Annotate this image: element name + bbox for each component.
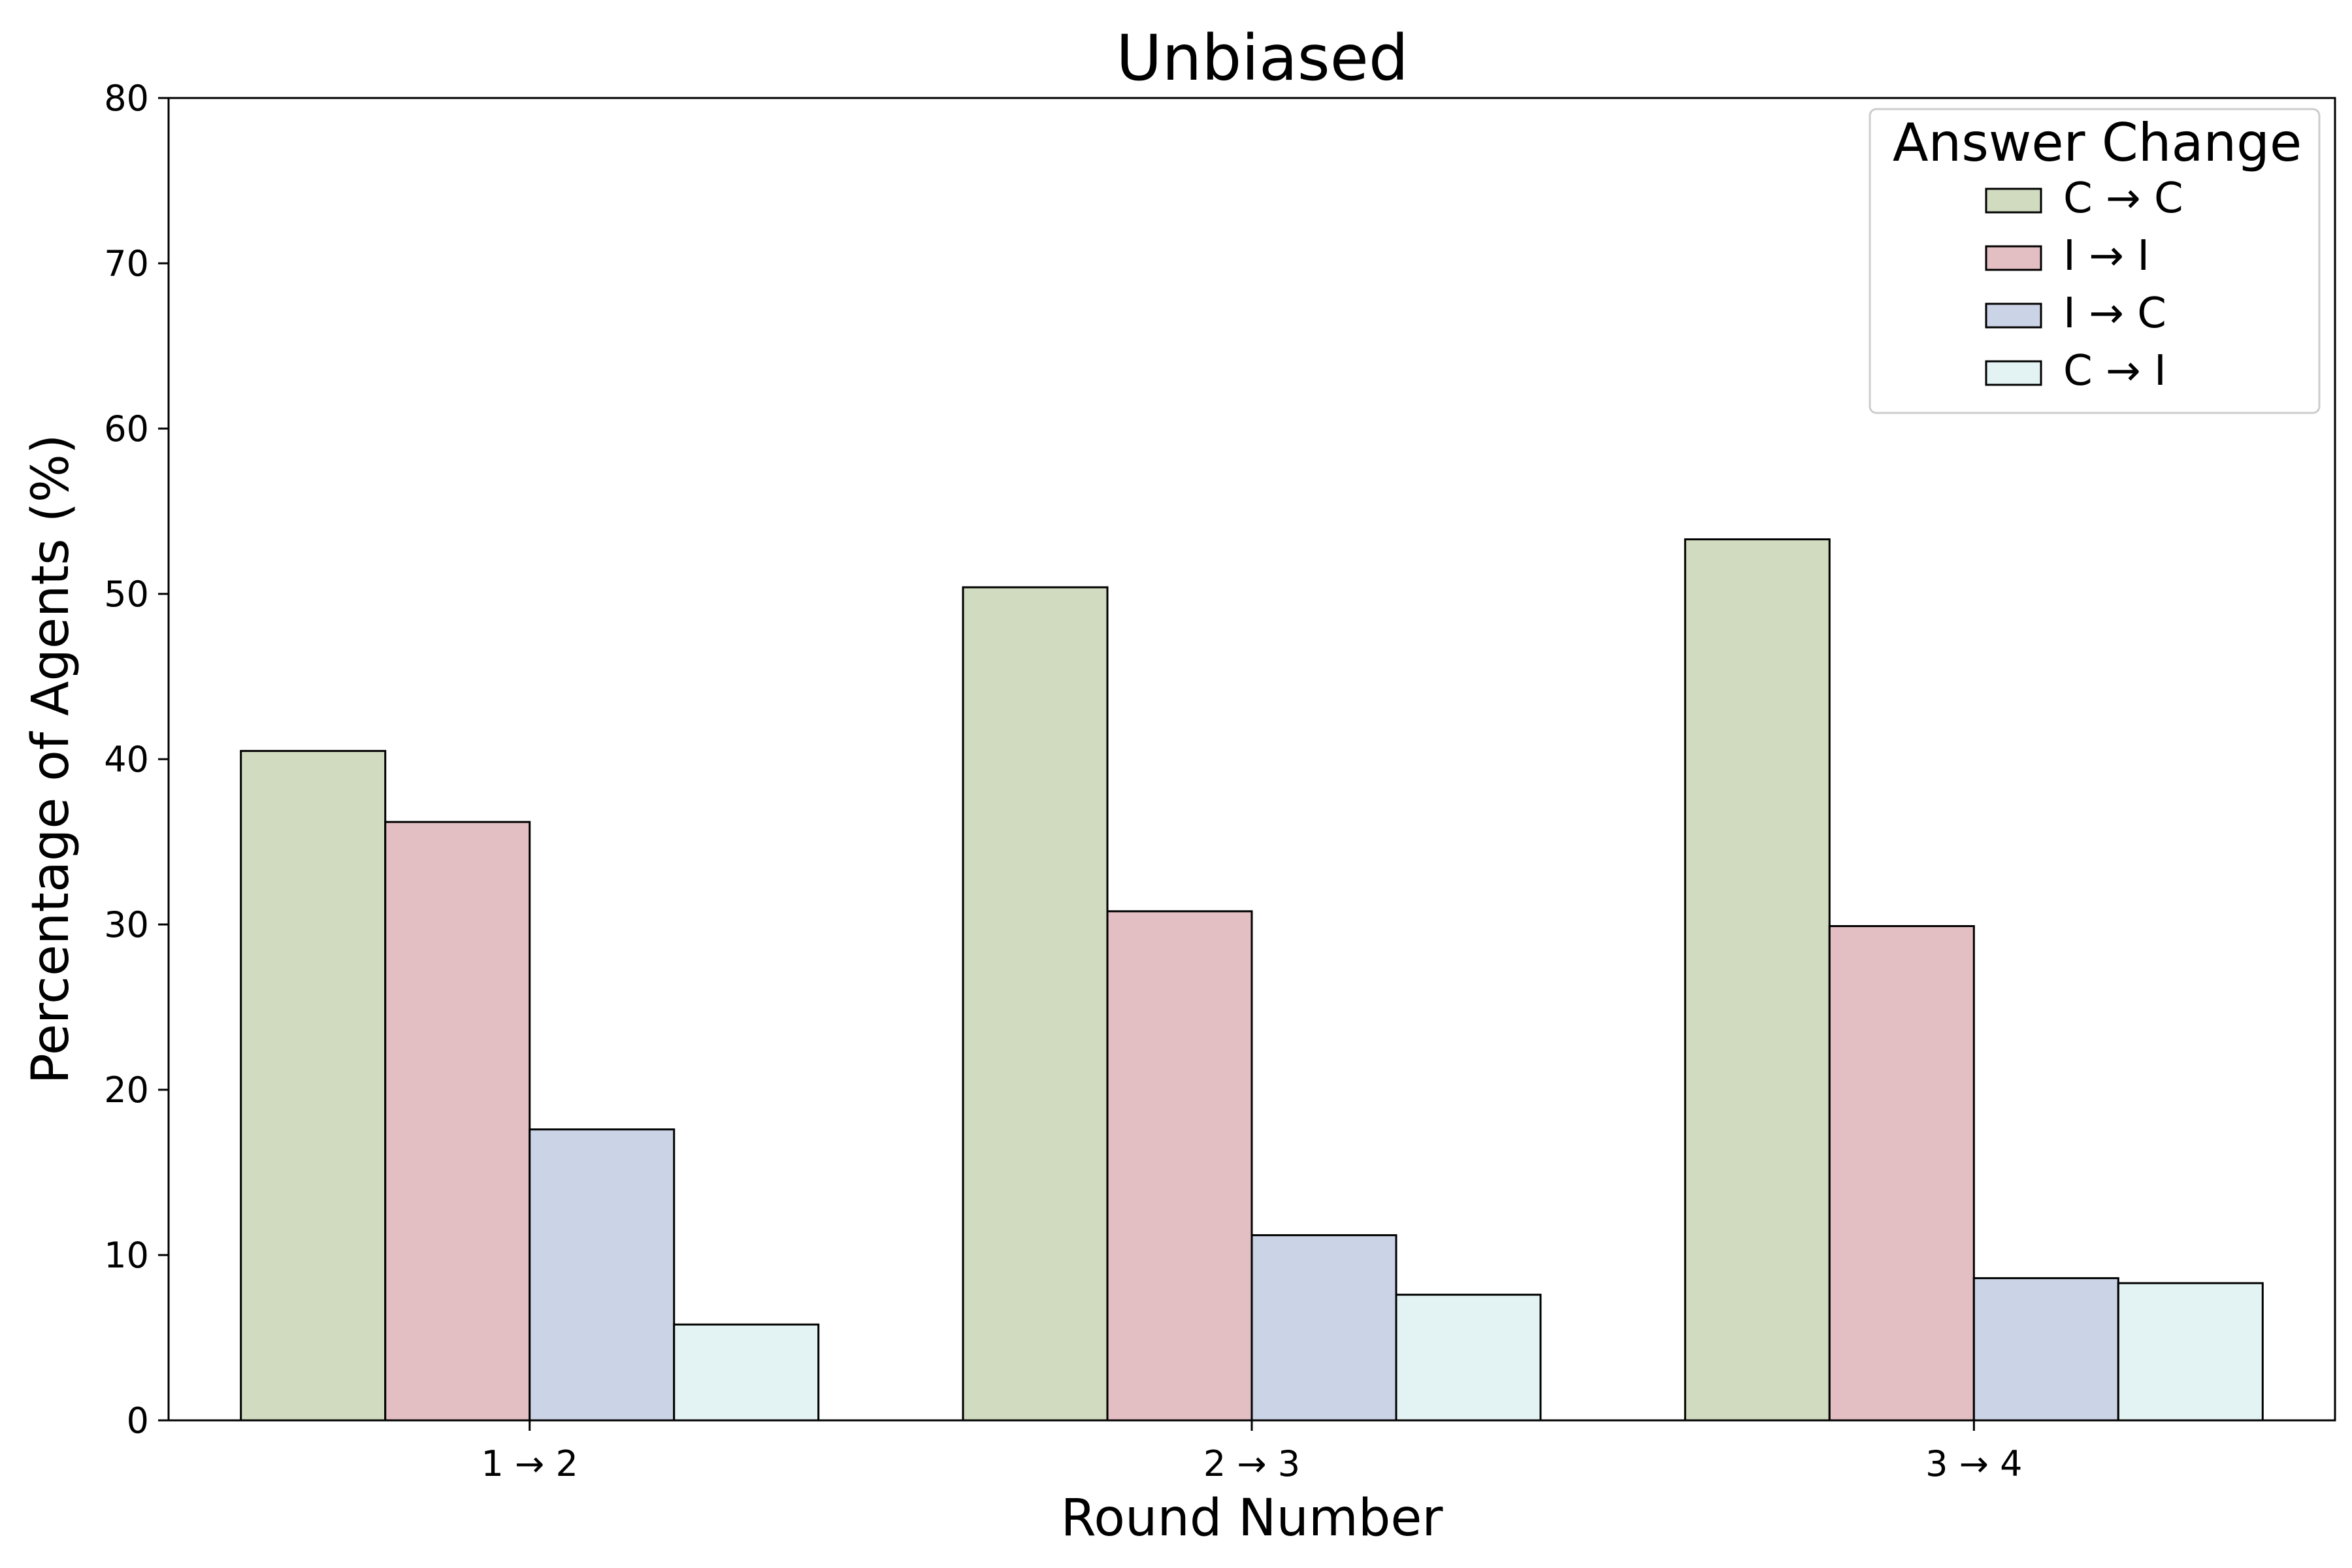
bar-2-2 [1106, 910, 1253, 1422]
x-axis: 1 → 2 2 → 3 3 → 4 [482, 1420, 2022, 1484]
y-tick-label: 80 [104, 78, 149, 119]
legend-items: C → C I → I I → C C → I [1985, 174, 2183, 395]
bar-1-4 [673, 1323, 820, 1422]
legend-label: C → I [2063, 347, 2166, 395]
y-axis: 0 10 20 30 40 50 60 70 80 [104, 78, 169, 1441]
x-tick-label: 1 → 2 [482, 1443, 578, 1484]
bar-2-3 [1250, 1234, 1397, 1422]
legend-swatch [1985, 188, 2042, 214]
y-axis-title: Percentage of Agents (%) [22, 434, 80, 1085]
y-tick-label: 30 [104, 904, 149, 945]
x-tick-label: 2 → 3 [1203, 1443, 1300, 1484]
y-tick-label: 20 [104, 1070, 149, 1111]
y-tick-label: 60 [104, 408, 149, 449]
bar-3-2 [1828, 925, 1975, 1422]
y-tick-label: 40 [104, 739, 149, 780]
y-tick-label: 0 [127, 1400, 149, 1441]
bar-2-1 [962, 586, 1109, 1422]
bar-3-4 [2117, 1282, 2264, 1422]
bar-1-2 [384, 821, 531, 1422]
chart-title: Unbiased [1116, 22, 1409, 95]
legend-swatch [1985, 302, 2042, 329]
x-tick-label: 3 → 4 [1925, 1443, 2022, 1484]
bar-3-1 [1684, 538, 1831, 1422]
legend-label: C → C [2063, 174, 2183, 223]
y-tick-label: 70 [104, 243, 149, 284]
bar-1-3 [529, 1128, 676, 1422]
legend-label: I → C [2063, 289, 2166, 338]
y-tick-label: 10 [104, 1235, 149, 1276]
legend-swatch [1985, 245, 2042, 271]
legend: Answer Change C → C I → I I → C C → I [1869, 108, 2321, 414]
x-axis-title: Round Number [1061, 1489, 1444, 1548]
legend-label: I → I [2063, 232, 2149, 280]
legend-frame [1869, 108, 2321, 414]
legend-title: Answer Change [1893, 112, 2302, 173]
bar-2-4 [1395, 1294, 1542, 1422]
bar-1-1 [240, 749, 387, 1422]
y-tick-label: 50 [104, 574, 149, 615]
bar-3-3 [1972, 1277, 2119, 1422]
legend-swatch [1985, 360, 2042, 386]
bars-group [240, 538, 2264, 1422]
